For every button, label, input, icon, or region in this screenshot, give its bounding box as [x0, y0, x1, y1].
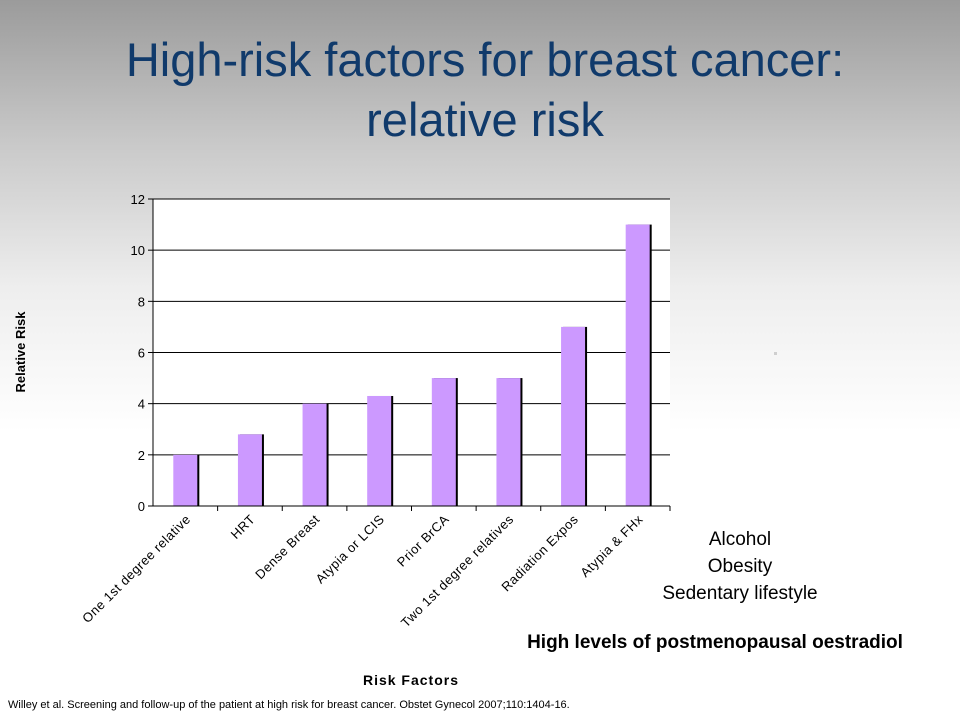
y-tick-label: 0 — [138, 499, 145, 514]
bars — [173, 224, 652, 507]
slide-title-line-1: High-risk factors for breast cancer: — [125, 33, 845, 86]
y-tick-label: 12 — [131, 192, 145, 207]
citation: Willey et al. Screening and follow-up of… — [8, 699, 570, 711]
other-factor-sedentary-lifestyle: Sedentary lifestyle — [662, 583, 818, 604]
other-factor-alcohol: Alcohol — [708, 529, 772, 550]
slide-title: High-risk factors for breast cancer: rel… — [0, 30, 960, 150]
other-factor-obesity: Obesity — [707, 556, 773, 577]
other-risk-factors-list: Alcohol Obesity Sedentary lifestyle — [600, 526, 880, 607]
bar — [561, 326, 586, 506]
x-tick-label: Prior BrCA — [394, 512, 452, 570]
bar — [302, 403, 327, 506]
bar — [496, 378, 521, 506]
x-axis-title: Risk Factors — [363, 672, 459, 688]
x-tick-label: Dense Breast — [252, 512, 323, 583]
y-axis-title: Relative Risk — [13, 311, 28, 393]
x-tick-label: One 1st degree relative — [79, 512, 193, 626]
y-tick-label: 2 — [138, 448, 145, 463]
bar — [237, 434, 262, 506]
y-tick-label: 8 — [138, 294, 145, 309]
x-tick-label: Atypia or LCIS — [312, 512, 387, 587]
bar — [431, 378, 456, 506]
slide-title-line-2: relative risk — [366, 93, 604, 146]
y-tick-label: 10 — [131, 243, 145, 258]
bar — [367, 395, 392, 506]
y-tick-label: 4 — [138, 397, 145, 412]
highlight-oestradiol: High levels of postmenopausal oestradiol — [527, 632, 903, 653]
bar — [625, 224, 650, 507]
small-dot-marker — [774, 352, 777, 355]
y-tick-label: 6 — [138, 346, 145, 361]
y-tick-labels: 0 2 4 6 8 10 12 — [131, 192, 153, 514]
x-tick-label: HRT — [228, 512, 258, 542]
bar — [173, 454, 198, 506]
x-tick-label: Two 1st degree relatives — [398, 512, 517, 631]
